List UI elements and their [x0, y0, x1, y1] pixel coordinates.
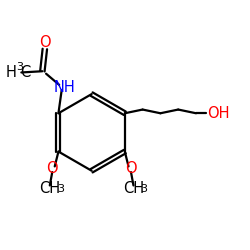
Text: 3: 3 [140, 184, 147, 194]
Text: NH: NH [54, 80, 76, 95]
Text: H: H [6, 65, 16, 80]
Text: 3: 3 [57, 184, 64, 194]
Text: 3: 3 [16, 62, 24, 72]
Text: OH: OH [207, 106, 230, 121]
Text: O: O [125, 162, 137, 176]
Text: CH: CH [123, 181, 144, 196]
Text: O: O [46, 162, 58, 176]
Text: C: C [20, 65, 30, 80]
Text: O: O [39, 34, 51, 50]
Text: CH: CH [39, 181, 60, 196]
